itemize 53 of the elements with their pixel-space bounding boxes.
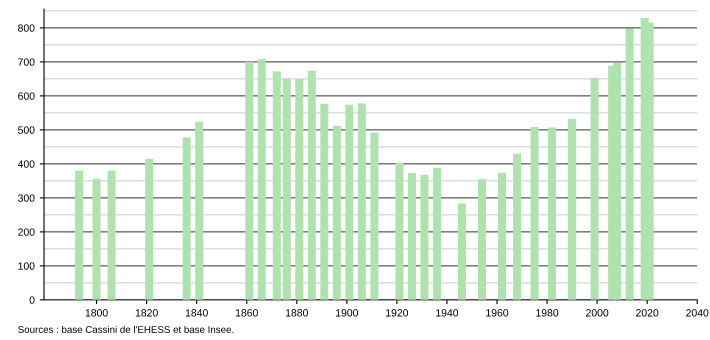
x-tick-label: 1840 xyxy=(186,309,208,317)
bar xyxy=(408,173,416,300)
bar xyxy=(590,78,599,300)
bar xyxy=(75,170,84,300)
bar xyxy=(345,104,354,300)
bar xyxy=(332,126,341,300)
bar xyxy=(258,59,266,300)
bar xyxy=(568,119,576,300)
bar xyxy=(272,71,281,300)
y-tick-label: 600 xyxy=(18,92,35,100)
bar xyxy=(295,78,304,300)
bar xyxy=(548,128,556,300)
bar xyxy=(498,172,506,300)
bar xyxy=(478,179,486,300)
x-tick-label: 1800 xyxy=(86,309,108,317)
y-tick-label: 0 xyxy=(30,296,35,304)
x-tick-label: 2020 xyxy=(636,309,658,317)
y-tick-label: 500 xyxy=(18,126,35,134)
y-tick-label: 100 xyxy=(18,262,35,270)
bar xyxy=(370,132,378,300)
x-tick-label: 1980 xyxy=(536,309,558,317)
bar xyxy=(282,78,291,300)
x-tick-label: 1820 xyxy=(136,309,158,317)
bar xyxy=(108,170,116,300)
x-tick-label: 2000 xyxy=(586,309,608,317)
x-tick-label: 2040 xyxy=(686,309,708,317)
bar xyxy=(92,178,101,300)
source-note: Sources : base Cassini de l'EHESS et base Insee. xyxy=(18,326,234,333)
bar xyxy=(513,154,522,300)
bar xyxy=(432,168,441,300)
y-tick-label: 700 xyxy=(18,58,35,66)
x-tick-label: 1940 xyxy=(436,309,458,317)
x-tick-label: 1880 xyxy=(286,309,308,317)
bar xyxy=(395,162,404,300)
bar xyxy=(358,103,366,300)
bar xyxy=(458,203,466,300)
y-tick-label: 400 xyxy=(18,160,35,168)
bar xyxy=(420,174,428,300)
y-tick-label: 300 xyxy=(18,194,35,202)
bar xyxy=(182,137,191,300)
y-tick-label: 200 xyxy=(18,228,35,236)
bar xyxy=(308,70,316,300)
bar xyxy=(626,28,634,300)
bar xyxy=(145,158,154,300)
y-tick-label: 800 xyxy=(18,24,35,32)
x-tick-label: 1860 xyxy=(236,309,258,317)
x-tick-label: 1960 xyxy=(486,309,508,317)
bar xyxy=(195,122,204,300)
bar xyxy=(530,126,539,300)
bar xyxy=(320,104,328,300)
bar xyxy=(245,62,254,300)
x-tick-label: 1900 xyxy=(336,309,358,317)
x-tick-label: 1920 xyxy=(386,309,408,317)
